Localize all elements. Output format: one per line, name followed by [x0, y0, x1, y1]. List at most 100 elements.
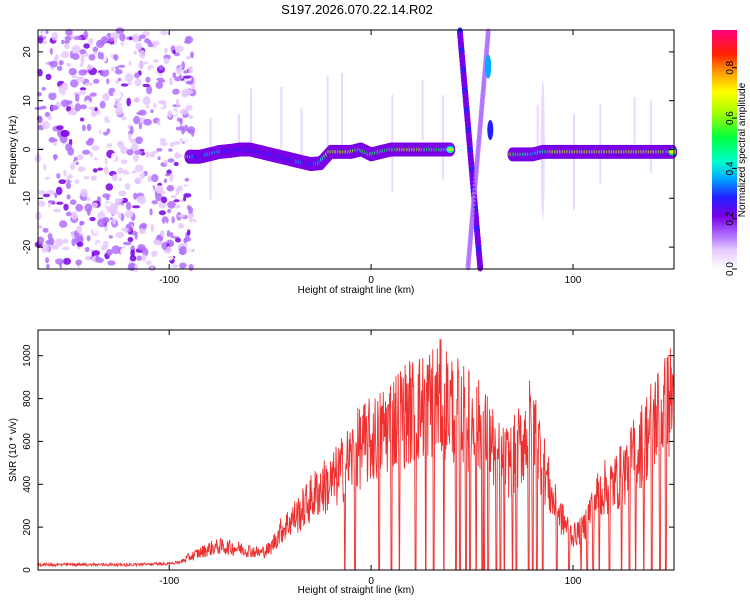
noise-blob	[187, 114, 194, 119]
noise-blob	[179, 262, 187, 269]
noise-blob	[167, 110, 173, 118]
noise-blob	[133, 97, 140, 103]
noise-blob	[62, 257, 72, 265]
noise-blob	[151, 174, 159, 183]
colorbar-tick-label: 0.8	[725, 60, 736, 74]
noise-blob	[133, 192, 137, 200]
noise-blob	[83, 43, 90, 49]
noise-blob	[105, 202, 112, 207]
noise-blob	[118, 64, 126, 68]
noise-blob	[106, 143, 113, 148]
noise-blob	[74, 179, 80, 184]
noise-blob	[186, 55, 191, 60]
noise-blob	[181, 136, 188, 142]
noise-blob	[152, 234, 157, 239]
noise-blob	[163, 57, 170, 65]
figure-title: S197.2026.070.22.14.R02	[281, 2, 433, 17]
noise-blob	[62, 246, 70, 251]
noise-blob	[95, 114, 104, 119]
noise-blob	[174, 45, 184, 53]
noise-blob	[175, 237, 181, 243]
x-tick-label: 100	[565, 275, 582, 286]
noise-blob	[118, 177, 123, 182]
noise-blob	[78, 250, 85, 256]
noise-blob	[134, 177, 142, 185]
noise-blob	[66, 224, 73, 230]
noise-blob	[166, 246, 171, 254]
noise-blob	[94, 107, 98, 112]
noise-blob	[89, 152, 94, 158]
spectrogram-xlabel: Height of straight line (km)	[298, 285, 415, 296]
noise-blob	[66, 194, 71, 200]
noise-blob	[133, 50, 137, 55]
y-tick-label: 200	[22, 518, 33, 535]
noise-blob	[115, 66, 119, 70]
noise-blob	[75, 93, 80, 102]
noise-blob	[41, 48, 46, 52]
noise-blob	[155, 81, 164, 89]
noise-blob	[138, 227, 146, 235]
noise-blob	[121, 197, 128, 204]
noise-blob	[110, 67, 115, 72]
noise-blob	[74, 103, 82, 112]
noise-blob	[53, 140, 58, 147]
noise-blob	[79, 104, 87, 110]
colorbar-tick-label: 0.2	[725, 211, 736, 225]
y-tick-label: 0	[22, 567, 33, 573]
noise-blob	[42, 40, 48, 45]
noise-blob	[181, 33, 187, 39]
noise-blob	[160, 141, 168, 147]
noise-blob	[73, 35, 83, 41]
noise-blob	[93, 225, 98, 234]
noise-blob	[110, 217, 113, 221]
noise-blob	[36, 262, 41, 268]
noise-blob	[65, 143, 72, 152]
noise-blob	[120, 146, 129, 154]
noise-blob	[51, 31, 58, 41]
noise-blob	[173, 161, 179, 167]
noise-blob	[56, 201, 64, 205]
noise-blob	[43, 163, 47, 171]
noise-blob	[174, 204, 181, 209]
noise-blob	[88, 106, 95, 110]
noise-blob	[160, 230, 165, 237]
y-tick-label: 400	[22, 476, 33, 493]
noise-blob	[37, 236, 45, 245]
noise-blob	[159, 30, 169, 36]
noise-blob	[80, 69, 89, 74]
x-tick-label: -100	[159, 576, 179, 587]
noise-blob	[186, 229, 191, 236]
spectral-streak	[649, 100, 652, 174]
noise-blob	[41, 86, 46, 91]
noise-blob	[62, 238, 69, 244]
noise-blob	[77, 166, 86, 173]
noise-blob	[155, 185, 164, 193]
noise-blob	[172, 88, 180, 95]
noise-blob	[187, 204, 191, 211]
noise-blob	[106, 249, 113, 256]
noise-blob	[173, 187, 177, 196]
noise-blob	[91, 145, 100, 151]
noise-blob	[111, 245, 121, 255]
noise-blob	[87, 64, 94, 70]
noise-blob	[161, 72, 169, 79]
noise-blob	[126, 149, 134, 156]
noise-blob	[145, 76, 151, 83]
noise-blob	[178, 223, 185, 229]
noise-blob	[69, 178, 75, 182]
noise-blob	[152, 59, 159, 63]
noise-blob	[157, 100, 167, 104]
noise-blob	[71, 52, 80, 61]
noise-blob	[144, 96, 150, 103]
y-tick-label: 600	[22, 433, 33, 450]
noise-blob	[143, 118, 152, 126]
noise-blob	[111, 98, 116, 106]
noise-blob	[130, 266, 135, 271]
noise-blob	[136, 111, 144, 116]
noise-blob	[37, 36, 44, 44]
noise-blob	[185, 104, 193, 111]
noise-blob	[139, 34, 146, 39]
